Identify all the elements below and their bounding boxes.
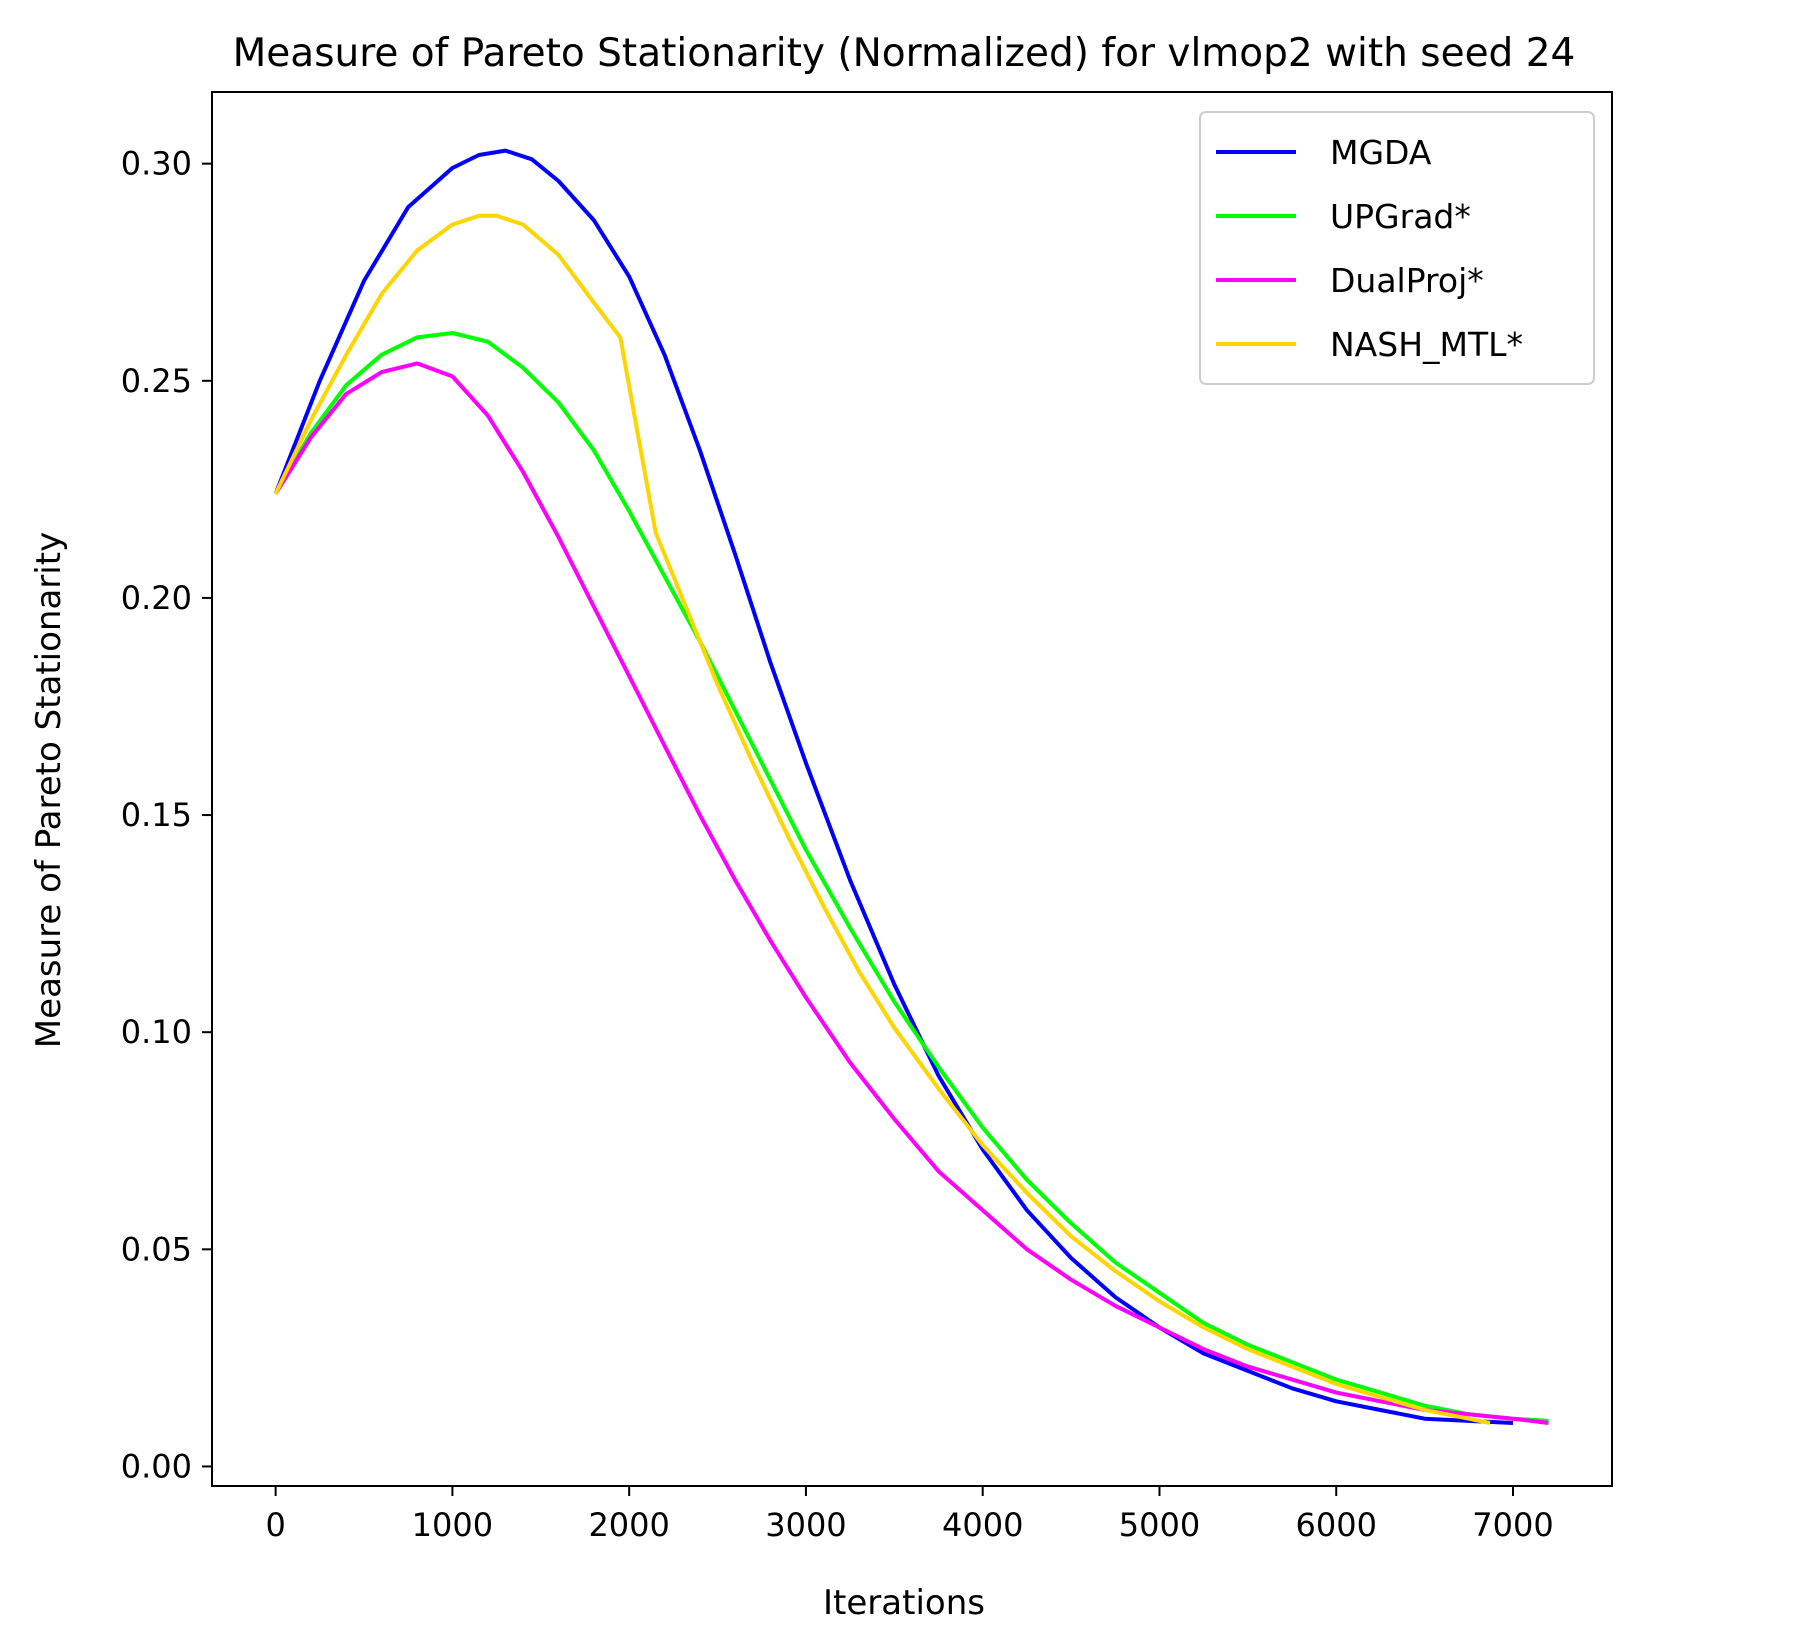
legend-label-nash-mtl: NASH_MTL*: [1330, 325, 1523, 364]
x-axis-label: Iterations: [823, 1583, 985, 1623]
x-tick-label: 7000: [1472, 1506, 1553, 1544]
legend-label-upgrad: UPGrad*: [1330, 197, 1471, 236]
y-axis-label: Measure of Pareto Stationarity: [29, 532, 69, 1048]
chart-title: Measure of Pareto Stationarity (Normaliz…: [233, 31, 1576, 76]
x-tick-label: 1000: [412, 1506, 493, 1544]
y-tick-label: 0.10: [121, 1013, 192, 1051]
x-tick-label: 0: [265, 1506, 285, 1544]
x-tick-label: 6000: [1296, 1506, 1377, 1544]
y-axis-ticks: 0.00 0.05 0.10 0.15 0.20 0.25 0.30: [121, 145, 212, 1485]
plot-frame: [211, 91, 1613, 1487]
legend-label-dualproj: DualProj*: [1330, 261, 1484, 300]
x-axis-ticks: 0 1000 2000 3000 4000 5000 6000 7000: [265, 1486, 1554, 1544]
series-line-upgrad: [273, 331, 1549, 1423]
y-tick-label: 0.05: [121, 1230, 192, 1268]
legend: MGDA UPGrad* DualProj* NASH_MTL*: [1199, 111, 1595, 385]
legend-box: [1199, 111, 1595, 385]
plot-area: [211, 91, 1613, 1487]
x-tick-label: 3000: [765, 1506, 846, 1544]
legend-label-mgda: MGDA: [1330, 133, 1432, 172]
x-tick-label: 5000: [1119, 1506, 1200, 1544]
series-line-dualproj: [273, 361, 1549, 1425]
y-tick-label: 0.15: [121, 796, 192, 834]
y-tick-label: 0.00: [121, 1447, 192, 1485]
y-tick-label: 0.20: [121, 579, 192, 617]
series-line-mgda: [273, 148, 1514, 1425]
series-line-nash-mtl: [273, 213, 1491, 1425]
x-tick-label: 4000: [942, 1506, 1023, 1544]
y-tick-label: 0.30: [121, 145, 192, 183]
x-tick-label: 2000: [588, 1506, 669, 1544]
y-tick-label: 0.25: [121, 362, 192, 400]
